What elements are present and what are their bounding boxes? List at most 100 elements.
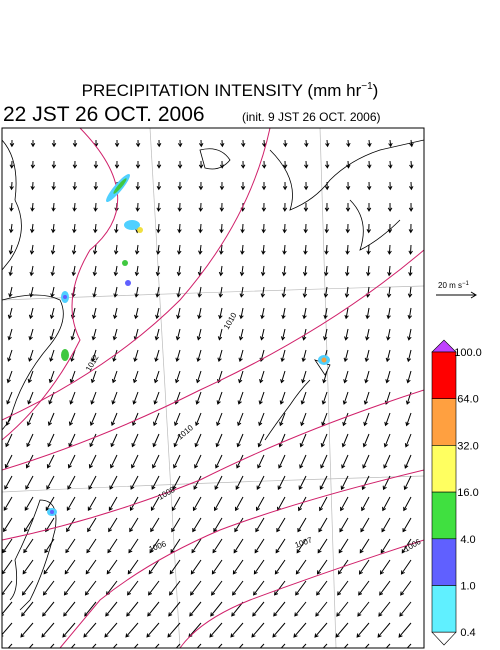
wind-arrow (341, 433, 349, 448)
wind-arrow (403, 475, 412, 491)
wind-arrow (190, 580, 202, 596)
wind-arrow (51, 181, 56, 191)
wind-arrow (323, 307, 328, 320)
wind-arrow (317, 538, 328, 554)
wind-arrow (30, 160, 36, 169)
wind-arrow (62, 622, 76, 638)
wind-arrow (320, 454, 328, 469)
wind-arrow (108, 517, 118, 533)
wind-arrow (85, 559, 97, 575)
wind-scale-sup: −1 (462, 281, 470, 287)
wind-arrow (345, 181, 351, 191)
wind-arrow (218, 286, 223, 298)
wind-arrow (280, 370, 286, 384)
wind-arrow (238, 370, 244, 384)
wind-arrow (7, 307, 13, 320)
wind-arrow (156, 161, 162, 169)
wind-arrow (408, 265, 413, 277)
wind-arrow (343, 349, 349, 363)
wind-arrow (153, 370, 160, 384)
wind-arrow (89, 412, 97, 426)
wind-arrow (173, 454, 181, 469)
wind-arrow (111, 412, 118, 427)
wind-arrow (335, 622, 349, 638)
wind-arrow (274, 580, 286, 596)
isobar-label: 1007 (294, 535, 314, 550)
wind-arrow (150, 517, 160, 533)
isobar-label: 1010 (176, 423, 196, 442)
wind-arrow (387, 181, 393, 191)
wind-arrow (403, 496, 412, 512)
wind-arrow (133, 643, 139, 648)
wind-arrow (132, 370, 139, 384)
wind-arrow (377, 622, 391, 638)
wind-arrow (91, 349, 97, 362)
title-end: ) (373, 81, 379, 100)
wind-arrow (209, 622, 223, 638)
wind-arrow (149, 538, 160, 554)
wind-arrow (131, 433, 139, 448)
wind-arrow (293, 622, 307, 638)
wind-arrow (362, 454, 370, 469)
wind-arrow (387, 265, 392, 277)
wind-arrow (28, 307, 34, 320)
wind-arrow (26, 433, 34, 448)
wind-arrow (366, 265, 371, 277)
wind-arrow (400, 580, 412, 596)
wind-arrow (86, 538, 97, 554)
wind-arrow (93, 223, 98, 234)
wind-arrow (43, 559, 55, 575)
wind-arrow (7, 349, 13, 362)
wind-arrow (198, 139, 204, 148)
wind-arrow (127, 559, 139, 575)
wind-arrow (320, 433, 328, 448)
wind-arrow (281, 307, 286, 320)
isobar-label: 1012 (84, 353, 101, 373)
wind-arrow (47, 433, 55, 448)
wind-arrow (51, 140, 57, 148)
wind-arrow (253, 559, 265, 575)
wind-arrow (279, 412, 286, 427)
wind-arrow (49, 643, 55, 648)
wind-arrow (112, 328, 118, 341)
wind-arrow (277, 475, 286, 490)
wind-arrow (21, 580, 34, 596)
wind-arrow (323, 328, 328, 341)
wind-arrow (232, 580, 244, 596)
wind-arrow (70, 328, 76, 341)
wind-arrow (251, 622, 265, 638)
wind-arrow (357, 601, 370, 617)
wind-arrow (254, 538, 265, 554)
wind-arrow (407, 328, 412, 341)
wind-arrow (146, 622, 160, 638)
wind-arrow (399, 601, 412, 617)
wind-arrow (45, 496, 55, 512)
wind-arrow (319, 496, 328, 512)
wind-arrow (4, 454, 13, 469)
wind-arrow (211, 559, 223, 575)
wind-arrow (177, 139, 183, 148)
wind-arrow (112, 643, 118, 648)
wind-arrow (114, 160, 120, 169)
wind-scale: 20 m s−1 (436, 281, 477, 299)
wind-arrow (346, 160, 351, 169)
wind-arrow (256, 496, 265, 512)
wind-arrow (337, 580, 349, 596)
wind-arrow (303, 181, 309, 191)
wind-arrow (238, 328, 244, 341)
wind-arrow (261, 202, 267, 212)
wind-arrow (336, 601, 349, 617)
wind-arrow (9, 223, 14, 234)
wind-arrow (156, 223, 161, 234)
wind-arrow (407, 307, 412, 320)
wind-arrow (190, 559, 202, 575)
wind-arrow (318, 517, 328, 533)
wind-arrow (105, 601, 118, 617)
wind-arrow (130, 475, 139, 490)
coastline (2, 139, 424, 611)
wind-arrow (256, 475, 265, 490)
wind-arrow (366, 244, 371, 255)
wind-arrow (303, 223, 308, 234)
wind-arrow (71, 265, 76, 277)
